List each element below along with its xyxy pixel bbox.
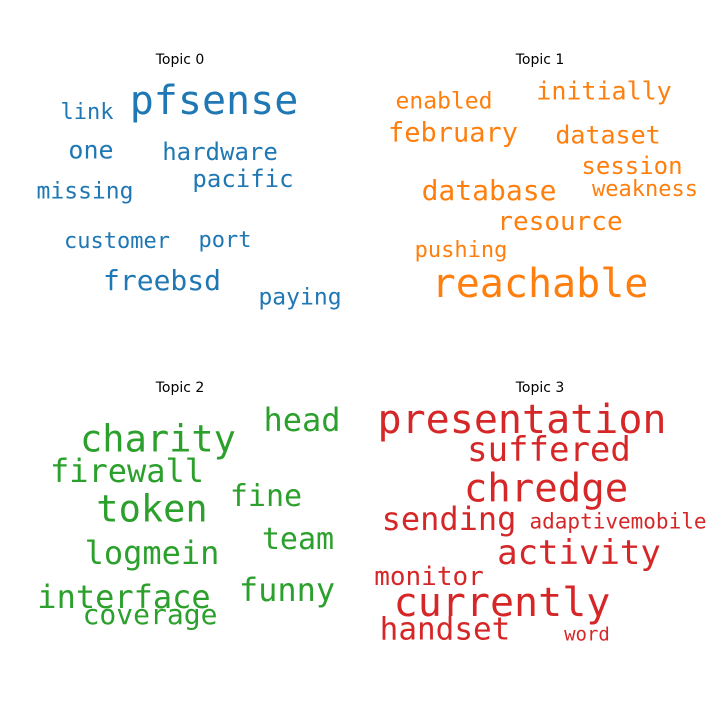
topic-0-word-link: link	[60, 100, 114, 125]
topic-2-word-token: token	[96, 487, 208, 531]
topic-3-word-monitor: monitor	[374, 562, 484, 592]
topic-0-word-port: port	[198, 228, 252, 253]
topic-1-word-reachable: reachable	[431, 261, 649, 307]
topic-0-word-pacific: pacific	[192, 165, 294, 193]
topic-2-word-charity: charity	[80, 417, 236, 461]
topic-2-word-interface: interface	[37, 578, 211, 616]
topic-0-title: Topic 0	[155, 52, 205, 68]
topic-1-word-weakness: weakness	[592, 177, 698, 202]
topic-0-word-paying: paying	[258, 284, 342, 311]
topic-3-word-presentation: presentation	[377, 397, 667, 443]
topic-0-word-hardware: hardware	[162, 138, 278, 166]
topic-3-panel: Topic 3 presentation suffered chredge sendi…	[360, 328, 720, 688]
topic-1-word-pushing: pushing	[414, 238, 508, 263]
topic-1-word-enabled: enabled	[395, 88, 493, 115]
topic-2-word-logmein: logmein	[84, 534, 220, 572]
topic-2-title: Topic 2	[155, 380, 205, 396]
topic-1-panel: Topic 1 initially enabled february dataset s…	[360, 0, 720, 360]
topic-3-word-suffered: suffered	[467, 430, 631, 470]
topic-2-word-fine: fine	[229, 479, 303, 514]
topic-2-word-coverage: coverage	[82, 598, 218, 631]
topic-1-word-dataset: dataset	[555, 120, 661, 150]
topic-1-word-initially: initially	[536, 76, 672, 106]
topic-3-word-chredge: chredge	[463, 466, 629, 512]
topic-2-word-funny: funny	[238, 571, 336, 609]
topic-1-word-resource: resource	[497, 207, 623, 237]
topic-2-panel: Topic 2 head charity firewall fine token team…	[0, 328, 360, 688]
topic-3-word-word: word	[564, 623, 610, 646]
topic-3-word-handset: handset	[379, 611, 511, 648]
topic-0-panel: Topic 0 pfsense link one hardware pacific mis…	[0, 0, 360, 360]
topic-3-word-sending: sending	[381, 500, 517, 538]
topic-3-title: Topic 3	[515, 380, 565, 396]
topic-2-word-team: team	[261, 522, 335, 557]
topic-1-title: Topic 1	[515, 52, 565, 68]
topic-3-word-activity: activity	[497, 533, 661, 573]
topic-2-word-firewall: firewall	[49, 452, 205, 490]
topic-2-word-head: head	[263, 401, 341, 439]
topic-3-word-adaptivemobile: adaptivemobile	[529, 509, 707, 534]
topic-1-word-session: session	[581, 152, 683, 180]
topic-0-word-customer: customer	[64, 229, 170, 254]
topic-3-word-currently: currently	[393, 580, 611, 626]
topic-1-word-database: database	[421, 174, 557, 207]
topic-0-word-missing: missing	[36, 178, 134, 205]
topic-0-word-pfsense: pfsense	[129, 78, 299, 124]
topic-0-word-freebsd: freebsd	[102, 264, 222, 297]
topic-1-word-february: february	[387, 117, 519, 149]
topic-0-word-one: one	[68, 135, 114, 165]
